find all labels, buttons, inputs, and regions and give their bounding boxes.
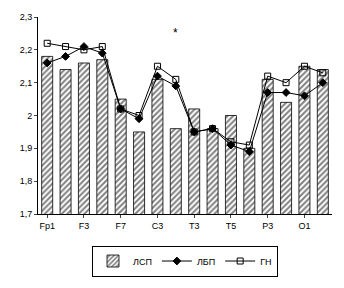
svg-text:T3: T3 xyxy=(189,221,200,231)
svg-text:*: * xyxy=(173,26,178,40)
svg-text:2,3: 2,3 xyxy=(20,12,33,22)
svg-text:ЛБП: ЛБП xyxy=(197,257,215,267)
svg-text:2: 2 xyxy=(27,111,32,121)
svg-text:F3: F3 xyxy=(79,221,90,231)
svg-text:2,2: 2,2 xyxy=(20,45,33,55)
svg-text:1,7: 1,7 xyxy=(20,209,33,219)
svg-text:1,9: 1,9 xyxy=(20,143,33,153)
svg-text:O1: O1 xyxy=(298,221,310,231)
svg-text:Fp1: Fp1 xyxy=(39,221,55,231)
svg-text:1,8: 1,8 xyxy=(20,176,33,186)
svg-text:ГН: ГН xyxy=(260,257,271,267)
svg-text:2,1: 2,1 xyxy=(20,78,33,88)
svg-text:P3: P3 xyxy=(262,221,273,231)
svg-text:F7: F7 xyxy=(115,221,126,231)
svg-text:C3: C3 xyxy=(152,221,164,231)
svg-text:T5: T5 xyxy=(226,221,237,231)
svg-text:ЛСП: ЛСП xyxy=(133,257,152,267)
